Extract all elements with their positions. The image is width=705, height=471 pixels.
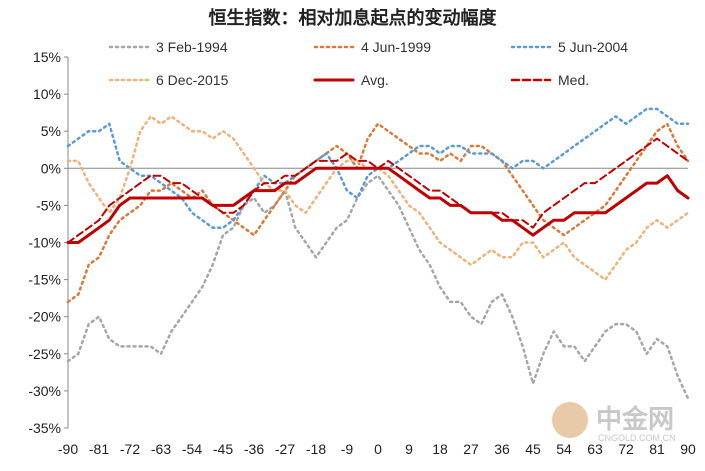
- x-tick-label: -54: [182, 441, 202, 457]
- x-tick-label: 0: [374, 441, 382, 457]
- x-tick-label: 90: [680, 441, 696, 457]
- watermark-logo-icon: [552, 402, 588, 438]
- y-tick-label: -30%: [28, 383, 61, 399]
- y-tick-label: -25%: [28, 346, 61, 362]
- series-line-avg-: [66, 166, 690, 244]
- watermark-domain: CNGOLD.COM.CN: [598, 433, 676, 443]
- watermark-brand: 中金网: [596, 404, 674, 434]
- series-line-4-jun-1999: [66, 122, 690, 304]
- x-tick-label: 18: [432, 441, 448, 457]
- y-tick-label: -5%: [36, 197, 61, 213]
- x-tick-label: 45: [525, 441, 541, 457]
- x-tick-label: 81: [649, 441, 665, 457]
- x-tick-label: 54: [556, 441, 572, 457]
- chart-title: 恒生指数：相对加息起点的变动幅度: [208, 8, 497, 29]
- legend-label: 5 Jun-2004: [558, 39, 628, 55]
- x-tick-label: -18: [306, 441, 326, 457]
- x-tick-label: -45: [213, 441, 233, 457]
- legend: 3 Feb-1994 4 Jun-1999 5 Jun-2004 6 Dec-2015…: [108, 39, 628, 88]
- axes-layer: -35%-30%-25%-20%-15%-10%-5%0%5%10%15%-90…: [28, 49, 696, 457]
- x-tick-label: -36: [244, 441, 264, 457]
- y-tick-label: 5%: [41, 123, 61, 139]
- legend-label: 6 Dec-2015: [156, 72, 229, 88]
- x-tick-label: -27: [275, 441, 295, 457]
- y-tick-label: -35%: [28, 420, 61, 436]
- y-tick-label: 10%: [33, 86, 61, 102]
- series-line-med-: [67, 137, 689, 244]
- y-tick-label: 15%: [33, 49, 61, 65]
- x-tick-label: -63: [151, 441, 171, 457]
- series-layer: [66, 107, 690, 400]
- y-tick-label: -10%: [28, 235, 61, 251]
- legend-label: Med.: [558, 72, 589, 88]
- y-tick-label: 0%: [41, 160, 61, 176]
- x-tick-label: 72: [618, 441, 634, 457]
- x-tick-label: 63: [587, 441, 603, 457]
- x-tick-label: -9: [341, 441, 354, 457]
- y-tick-label: -15%: [28, 272, 61, 288]
- x-tick-label: -90: [58, 441, 78, 457]
- legend-label: 3 Feb-1994: [156, 39, 228, 55]
- x-tick-label: 9: [405, 441, 413, 457]
- watermark: 中金网 CNGOLD.COM.CN: [552, 402, 676, 443]
- x-tick-label: 27: [463, 441, 479, 457]
- legend-label: 4 Jun-1999: [361, 39, 431, 55]
- legend-label: Avg.: [361, 72, 389, 88]
- y-tick-label: -20%: [28, 309, 61, 325]
- x-tick-label: 36: [494, 441, 510, 457]
- x-tick-label: -72: [120, 441, 140, 457]
- x-tick-label: -81: [89, 441, 109, 457]
- series-line-3-feb-1994: [66, 174, 690, 400]
